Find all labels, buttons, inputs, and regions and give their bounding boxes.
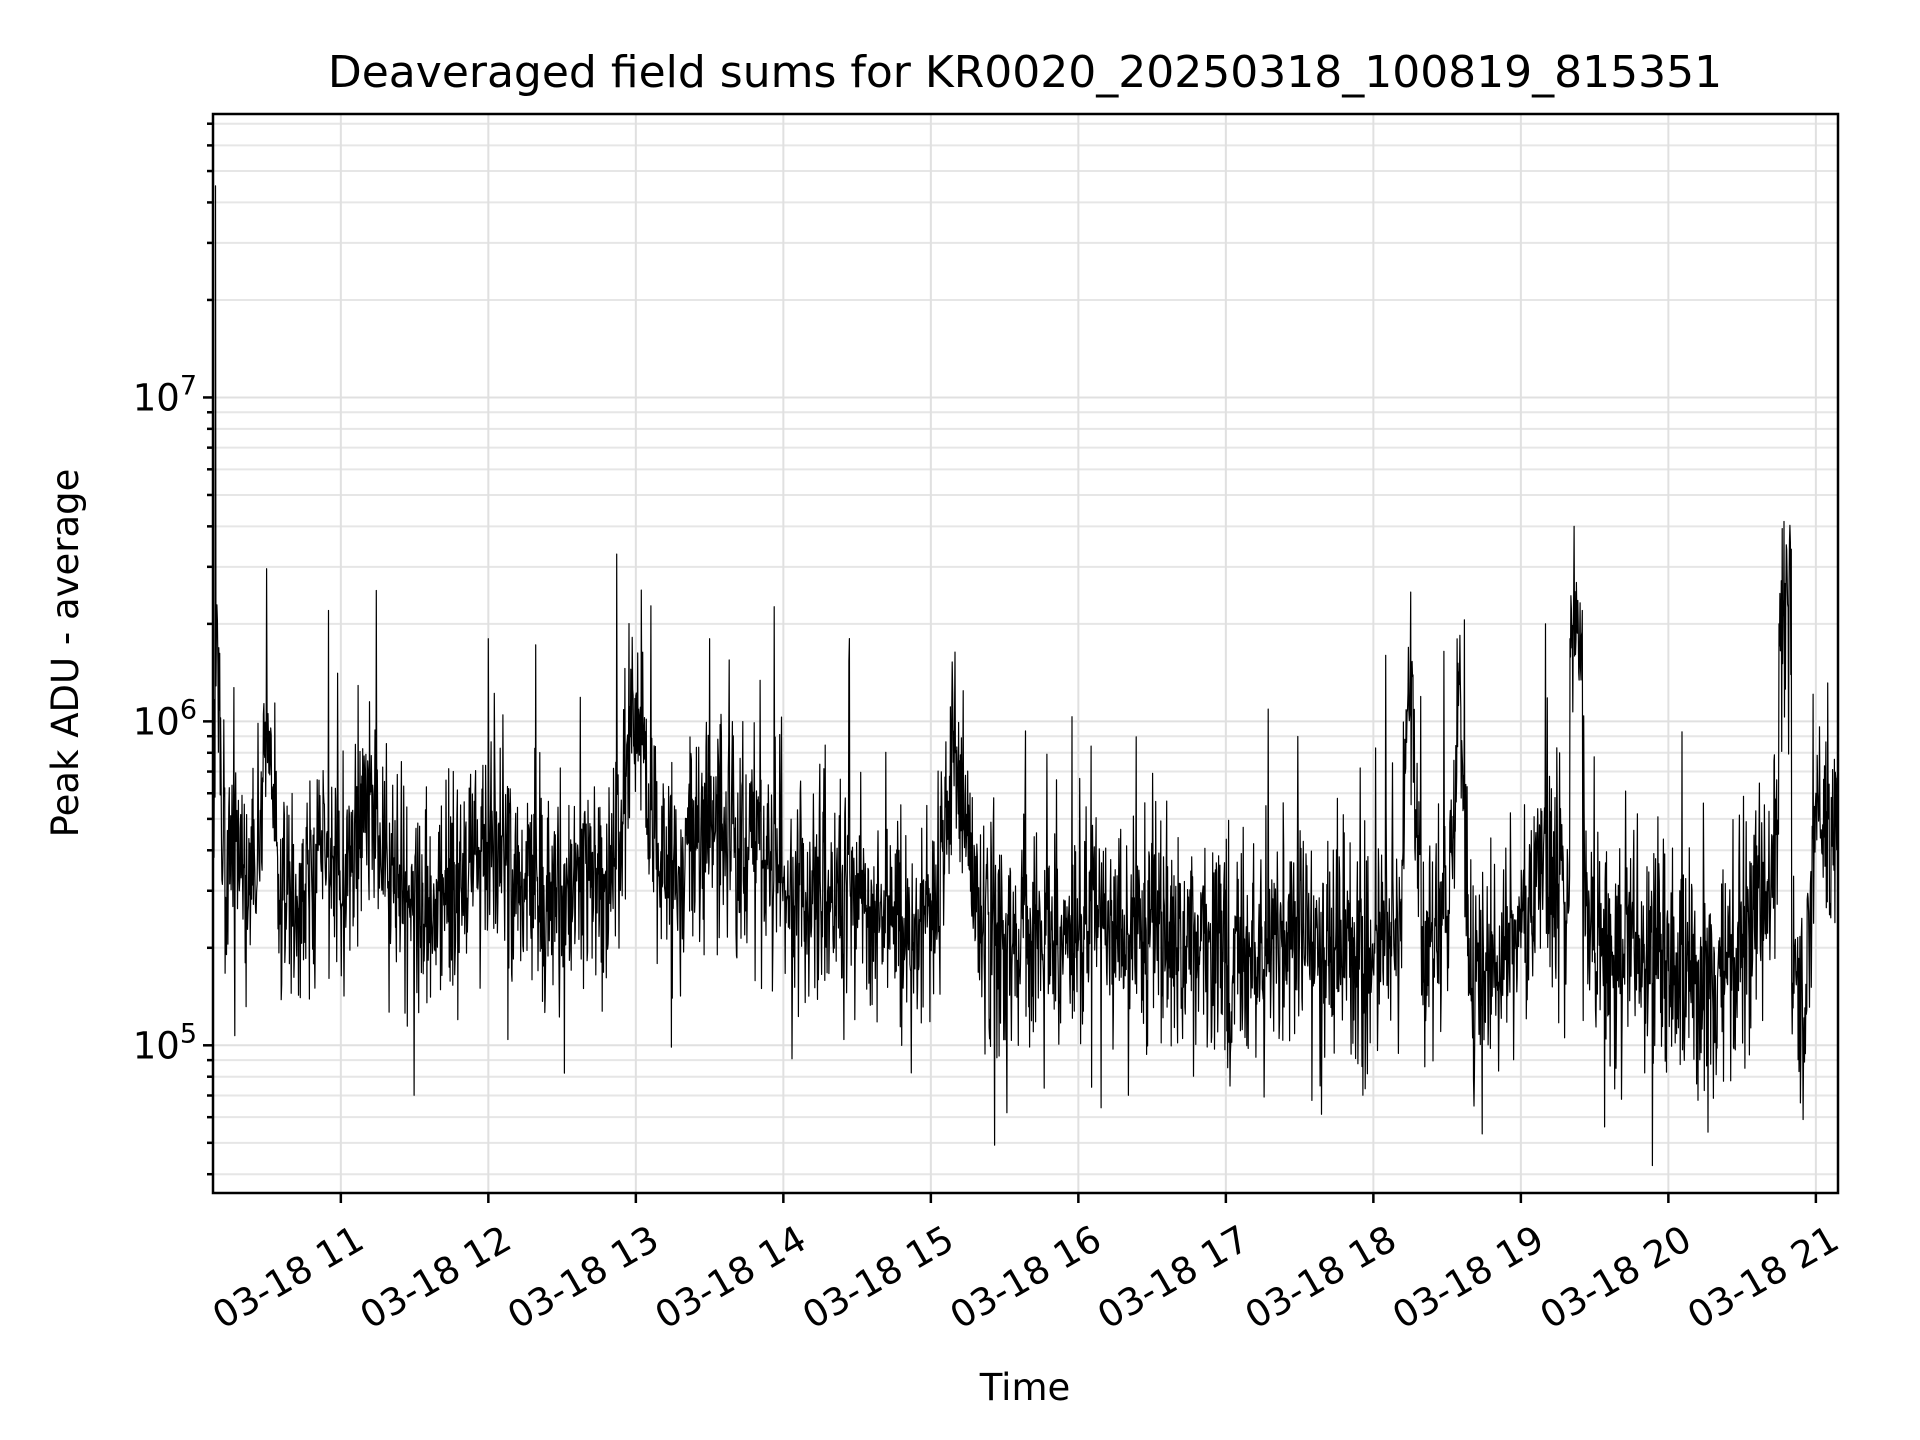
y-tick-label: 105	[133, 1018, 197, 1067]
y-axis: 105 106 107	[133, 122, 213, 1176]
y-tick-label: 106	[133, 694, 197, 743]
series-layer	[213, 185, 1838, 1167]
plot-frame	[211, 112, 1840, 1195]
x-axis-label: Time	[979, 1366, 1071, 1409]
chart-title: Deaveraged field sums for KR0020_2025031…	[328, 47, 1722, 98]
y-axis-label: Peak ADU - average	[44, 469, 87, 838]
y-tick-label: 107	[133, 370, 197, 419]
series-line	[213, 185, 1838, 1167]
